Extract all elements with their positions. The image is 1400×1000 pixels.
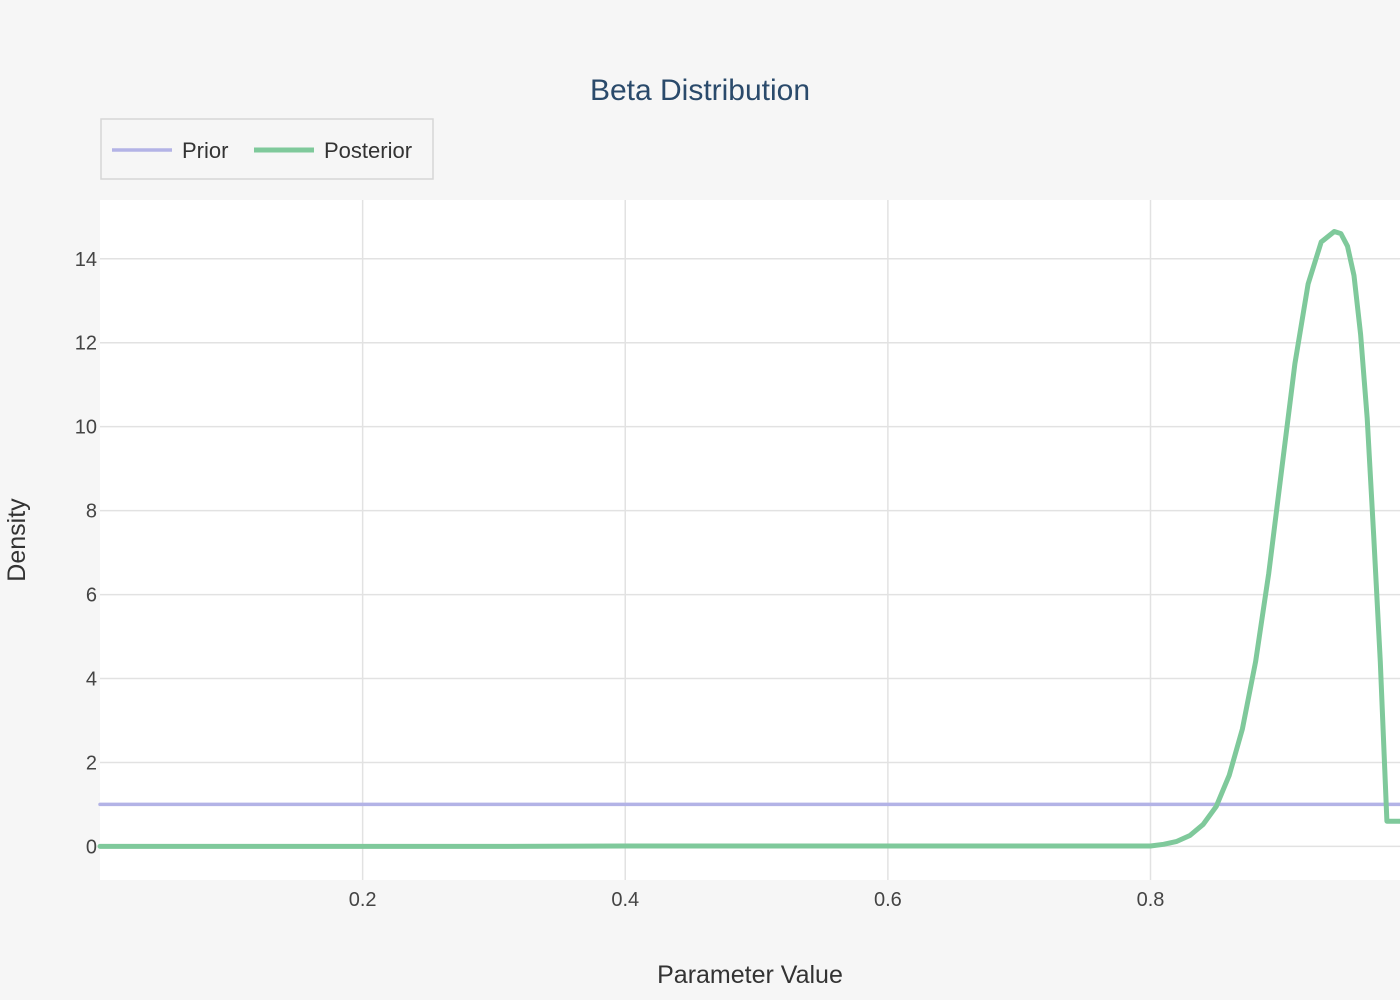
- y-tick-label: 12: [75, 333, 97, 355]
- y-tick-label: 8: [86, 501, 97, 523]
- y-tick-label: 2: [86, 752, 97, 774]
- chart-title: Beta Distribution: [590, 74, 810, 107]
- legend-label-posterior: Posterior: [324, 138, 412, 163]
- x-tick-label: 0.6: [874, 889, 902, 911]
- y-tick-label: 0: [86, 836, 97, 858]
- y-axis-title: Density: [3, 498, 31, 582]
- x-tick-label: 0.8: [1137, 889, 1165, 911]
- series-line-posterior: [97, 229, 1400, 849]
- series-lines: [97, 229, 1400, 849]
- legend[interactable]: Prior Posterior: [100, 118, 434, 180]
- x-tick-label: 0.2: [349, 889, 377, 911]
- tick-labels: 0.2 0.4 0.6 0.8 0 2 4 6 8 10 12 14: [75, 249, 1165, 911]
- y-tick-label: 10: [75, 417, 97, 439]
- x-axis-title: Parameter Value: [657, 961, 843, 989]
- legend-label-prior: Prior: [182, 138, 228, 163]
- plot-area: [100, 200, 1400, 880]
- y-tick-label: 4: [86, 669, 97, 691]
- x-tick-label: 0.4: [611, 889, 639, 911]
- y-tick-label: 6: [86, 585, 97, 607]
- y-tick-label: 14: [75, 249, 97, 271]
